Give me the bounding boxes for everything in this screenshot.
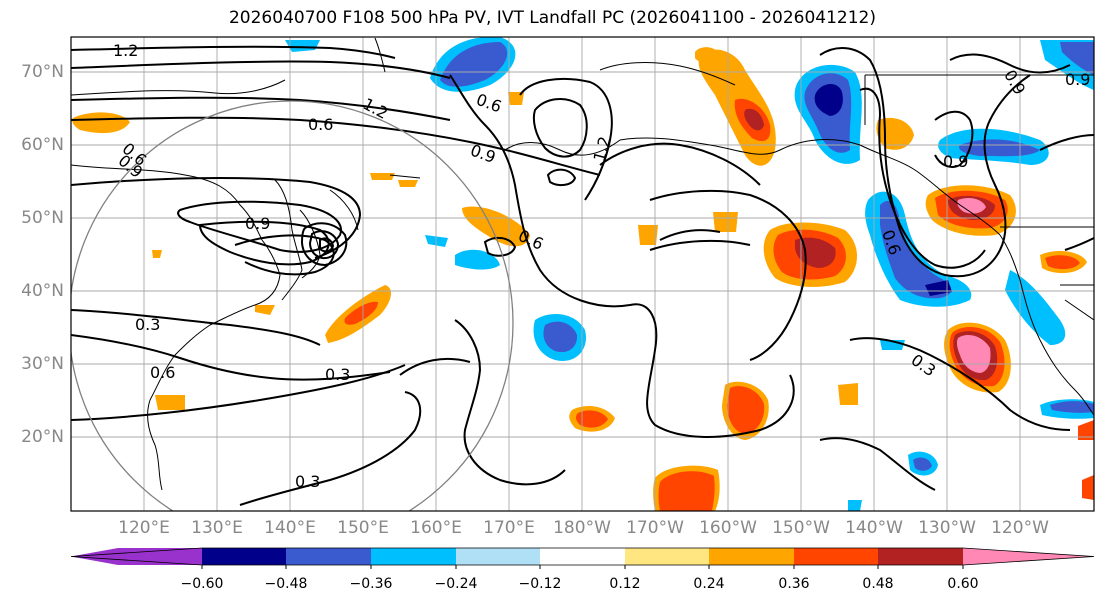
contour-label: 0.6 xyxy=(474,90,504,117)
colorbar xyxy=(70,547,1095,569)
lon-label: 150°E xyxy=(337,518,389,538)
colorbar-bin xyxy=(878,548,963,565)
lon-label: 120°W xyxy=(991,518,1049,538)
graticule xyxy=(71,37,1094,511)
lon-label: 140°W xyxy=(845,518,903,538)
colorbar-bin xyxy=(286,548,371,565)
colorbar-tick-label: 0.36 xyxy=(778,576,810,592)
contour-label: 0.9 xyxy=(468,140,498,167)
contour-label: 0.6 xyxy=(308,115,333,134)
lat-label: 20°N xyxy=(21,427,64,447)
contour-label: 0.3 xyxy=(295,472,320,491)
lon-label: 140°E xyxy=(264,518,316,538)
contour-label: 0.3 xyxy=(908,350,940,380)
colorbar-bin xyxy=(202,548,286,565)
contour-label: 1.2 xyxy=(113,41,138,60)
lon-label: 170°W xyxy=(626,518,684,538)
contour-label: 0.3 xyxy=(325,365,350,384)
pv-contours xyxy=(71,45,1094,506)
lat-label: 30°N xyxy=(21,354,64,374)
colorbar-bin xyxy=(794,548,878,565)
contour-label: 1.2 xyxy=(360,94,391,123)
colorbar-tick-label: 0.24 xyxy=(693,576,725,592)
contour-label: 0.9 xyxy=(245,214,270,233)
lon-label: 170°E xyxy=(483,518,535,538)
lat-label: 60°N xyxy=(21,135,64,155)
lon-label: 160°W xyxy=(699,518,757,538)
contour-label: 0.6 xyxy=(150,363,175,382)
lon-label: 180°W xyxy=(553,518,611,538)
colorbar-tick-label: −0.12 xyxy=(518,576,562,592)
lat-label: 40°N xyxy=(21,281,64,301)
positive-anomaly xyxy=(72,47,1094,511)
map-title: 2026040700 F108 500 hPa PV, IVT Landfall… xyxy=(228,8,876,28)
colorbar-extend-min xyxy=(71,548,202,565)
colorbar-extend-max xyxy=(963,548,1094,565)
colorbar-tick-label: 0.12 xyxy=(609,576,641,592)
colorbar-tick-label: 0.48 xyxy=(862,576,894,592)
lon-label: 130°E xyxy=(191,518,243,538)
lon-label: 160°E xyxy=(410,518,462,538)
contour-label: 1.2 xyxy=(590,134,615,164)
colorbar-bin xyxy=(456,548,540,565)
lon-label: 150°W xyxy=(772,518,830,538)
colorbar-bin xyxy=(540,548,625,565)
colorbar-tick-label: −0.60 xyxy=(180,576,224,592)
map-frame xyxy=(70,36,1095,512)
contour-label: 0.3 xyxy=(135,315,160,334)
colorbar-bin xyxy=(709,548,794,565)
colorbar-tick-label: 0.60 xyxy=(947,576,979,592)
lon-label: 120°E xyxy=(118,518,170,538)
colorbar-tick-label: −0.36 xyxy=(349,576,393,592)
colorbar-bin xyxy=(371,548,456,565)
range-circle xyxy=(71,100,514,511)
contour-label: 0.9 xyxy=(943,152,968,171)
lat-label: 70°N xyxy=(21,62,64,82)
lon-label: 130°W xyxy=(918,518,976,538)
lat-label: 50°N xyxy=(21,208,64,228)
contour-label: 0.9 xyxy=(1065,70,1090,89)
colorbar-tick-label: −0.48 xyxy=(264,576,308,592)
colorbar-tick-label: −0.24 xyxy=(434,576,478,592)
colorbar-bin xyxy=(625,548,709,565)
